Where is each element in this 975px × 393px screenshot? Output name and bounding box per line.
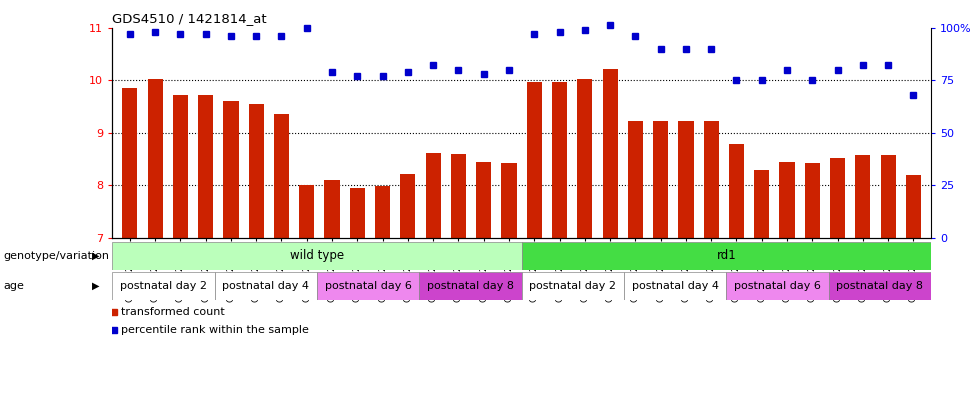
Bar [122,88,137,238]
Bar [755,171,769,238]
Bar [274,114,289,238]
Bar [830,158,845,238]
Text: postnatal day 4: postnatal day 4 [222,281,309,291]
Text: genotype/variation: genotype/variation [3,251,109,261]
Bar [829,272,931,300]
Bar [779,162,795,238]
Bar [855,155,871,238]
Bar [880,155,896,238]
Bar [603,68,618,238]
Bar [906,174,921,238]
Text: wild type: wild type [290,249,344,263]
Bar [526,82,542,238]
Bar [501,163,517,238]
Bar [450,154,466,238]
Text: ▶: ▶ [92,281,99,291]
Bar [653,121,668,238]
Bar [325,180,339,238]
Bar [375,186,390,238]
Bar [726,272,829,300]
Text: GDS4510 / 1421814_at: GDS4510 / 1421814_at [112,12,267,25]
Bar [522,242,931,270]
Bar [223,101,239,238]
Text: postnatal day 4: postnatal day 4 [632,281,719,291]
Bar [476,162,491,238]
Bar [249,104,264,238]
Bar [704,121,719,238]
Text: age: age [3,281,23,291]
Bar [628,121,643,238]
Text: postnatal day 2: postnatal day 2 [529,281,616,291]
Bar [577,79,593,238]
Bar [299,185,314,238]
Bar [112,272,214,300]
Text: postnatal day 6: postnatal day 6 [325,281,411,291]
Bar [624,272,726,300]
Bar [522,272,624,300]
Bar [214,272,317,300]
Text: percentile rank within the sample: percentile rank within the sample [121,325,309,335]
Bar [350,188,365,238]
Bar [147,79,163,238]
Bar [425,152,441,238]
Bar [419,272,522,300]
Bar [112,242,522,270]
Bar [804,163,820,238]
Bar [198,95,214,238]
Text: transformed count: transformed count [121,307,225,317]
Bar [679,121,693,238]
Bar [317,272,419,300]
Text: ▶: ▶ [92,251,99,261]
Bar [401,174,415,238]
Bar [552,82,567,238]
Text: postnatal day 6: postnatal day 6 [734,281,821,291]
Bar [729,144,744,238]
Bar [173,95,188,238]
Text: postnatal day 8: postnatal day 8 [427,281,514,291]
Text: postnatal day 8: postnatal day 8 [837,281,923,291]
Text: rd1: rd1 [717,249,736,263]
Text: postnatal day 2: postnatal day 2 [120,281,207,291]
